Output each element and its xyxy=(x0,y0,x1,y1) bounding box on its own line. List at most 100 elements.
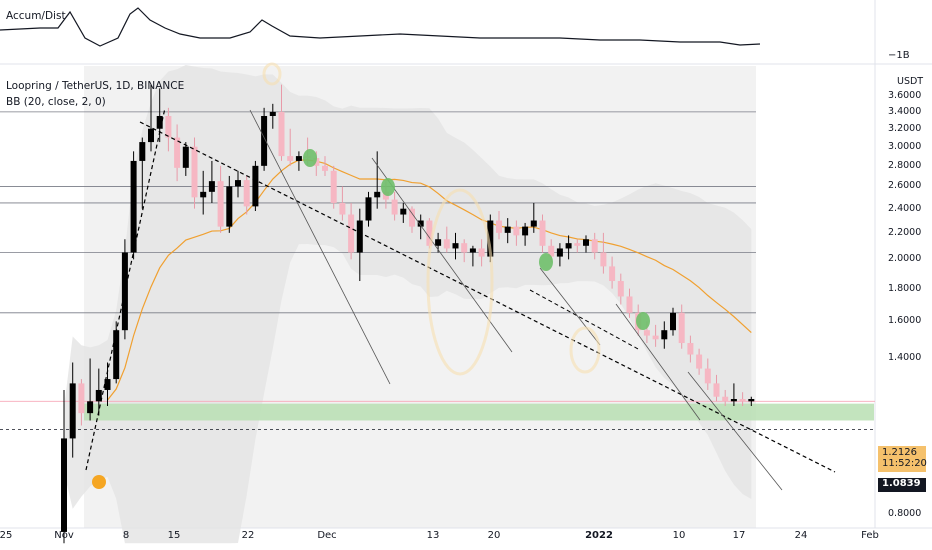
price-tick-label: 3.4000 xyxy=(888,105,922,117)
candle-body xyxy=(730,399,737,402)
candle-body xyxy=(235,180,241,187)
time-tick-label: 22 xyxy=(241,530,255,541)
candle-body xyxy=(469,248,476,253)
price-tick-label: 2.6000 xyxy=(888,180,922,192)
symbol-legend[interactable]: Loopring / TetherUS, 1D, BINANCE xyxy=(6,80,185,92)
candle-body xyxy=(739,399,746,402)
candle-body xyxy=(496,220,502,233)
candle-body xyxy=(435,239,442,246)
price-tick-label: 3.2000 xyxy=(888,122,922,134)
candle-body xyxy=(269,111,276,117)
candle-body xyxy=(95,389,102,402)
time-tick-label: 25 xyxy=(0,530,13,541)
candle-body xyxy=(452,243,459,249)
candle-body xyxy=(208,181,215,192)
candle-body xyxy=(513,226,520,236)
candle-body xyxy=(104,379,111,390)
time-tick-label: 10 xyxy=(672,530,686,541)
candle-body xyxy=(600,252,607,267)
candle-body xyxy=(748,399,755,402)
highlight-arc xyxy=(569,326,601,374)
accum-dist-line xyxy=(0,7,761,47)
channel-line xyxy=(249,109,391,385)
price-tick-label: 1.4000 xyxy=(888,352,922,364)
candle-body xyxy=(426,220,433,246)
candle-body xyxy=(617,281,624,297)
candle-body xyxy=(365,197,372,221)
candle-body xyxy=(191,146,198,198)
candle-body xyxy=(565,243,572,249)
candle-body xyxy=(348,214,355,253)
candle-body xyxy=(148,128,154,143)
candle-body xyxy=(548,245,555,257)
time-tick-label: 15 xyxy=(167,530,181,541)
candle-body xyxy=(400,208,407,215)
candle-body xyxy=(443,239,450,249)
candle-body xyxy=(643,330,650,336)
candle-body xyxy=(409,208,415,227)
time-tick-label: 13 xyxy=(426,530,440,541)
candle-body xyxy=(322,165,328,171)
candle-body xyxy=(113,330,120,380)
candle-body xyxy=(339,202,346,215)
price-axis-unit[interactable]: USDT xyxy=(897,76,924,87)
candle-body xyxy=(287,156,294,161)
candle-body xyxy=(504,226,511,233)
price-tick-label: 2.8000 xyxy=(888,159,922,171)
candle-body xyxy=(313,158,320,166)
candle-body xyxy=(626,296,633,313)
candle-body xyxy=(670,312,676,331)
candle-body xyxy=(417,220,424,227)
candle-body xyxy=(661,330,668,340)
candle-body xyxy=(217,181,224,227)
candle-body xyxy=(696,354,703,369)
channel-line xyxy=(615,303,701,421)
candle-body xyxy=(487,220,494,257)
uptrend-line xyxy=(85,107,166,471)
time-tick-label: 24 xyxy=(794,530,808,541)
candle-body xyxy=(69,383,76,439)
candle-body xyxy=(252,165,259,207)
main-downtrend-line xyxy=(139,121,836,473)
candle-body xyxy=(78,383,85,414)
candle-body xyxy=(182,146,189,168)
price-tick-label: 0.8000 xyxy=(888,508,922,519)
support-zone xyxy=(84,403,874,421)
candle-body xyxy=(374,191,381,198)
candle-body xyxy=(295,156,302,161)
pivot-high-marker xyxy=(381,178,395,196)
current-price-tag: 1.2126 11:52:20 xyxy=(878,446,927,472)
time-tick-label: 17 xyxy=(732,530,746,541)
pivot-high-marker xyxy=(539,253,553,271)
candle-body xyxy=(574,243,581,246)
time-tick-label: 20 xyxy=(487,530,501,541)
candle-body xyxy=(687,343,694,355)
candle-body xyxy=(478,248,485,257)
current-price: 1.2126 xyxy=(882,447,917,458)
candle-body xyxy=(156,116,163,129)
candle-body xyxy=(609,266,616,282)
indicator-scale-label: −1B xyxy=(888,50,910,61)
candle-body xyxy=(139,142,146,161)
candle-body xyxy=(226,186,233,227)
bb-legend[interactable]: BB (20, close, 2, 0) xyxy=(6,96,106,108)
candle-body xyxy=(200,191,207,198)
pivot-high-marker xyxy=(303,149,317,167)
candle-body xyxy=(330,170,337,203)
time-tick-label: Dec xyxy=(317,530,337,541)
candle-body xyxy=(556,248,563,257)
candle-body xyxy=(461,243,468,253)
candle-body xyxy=(87,401,94,414)
highlight-arc xyxy=(262,62,282,86)
candle-body xyxy=(261,116,268,166)
candle-body xyxy=(652,335,659,340)
candle-body xyxy=(391,199,398,215)
channel-line xyxy=(539,267,601,346)
candle-body xyxy=(61,438,67,532)
candle-body xyxy=(722,396,729,402)
bar-countdown: 11:52:20 xyxy=(882,458,927,469)
pivot-low-marker xyxy=(92,475,106,489)
candle-body xyxy=(165,116,172,138)
